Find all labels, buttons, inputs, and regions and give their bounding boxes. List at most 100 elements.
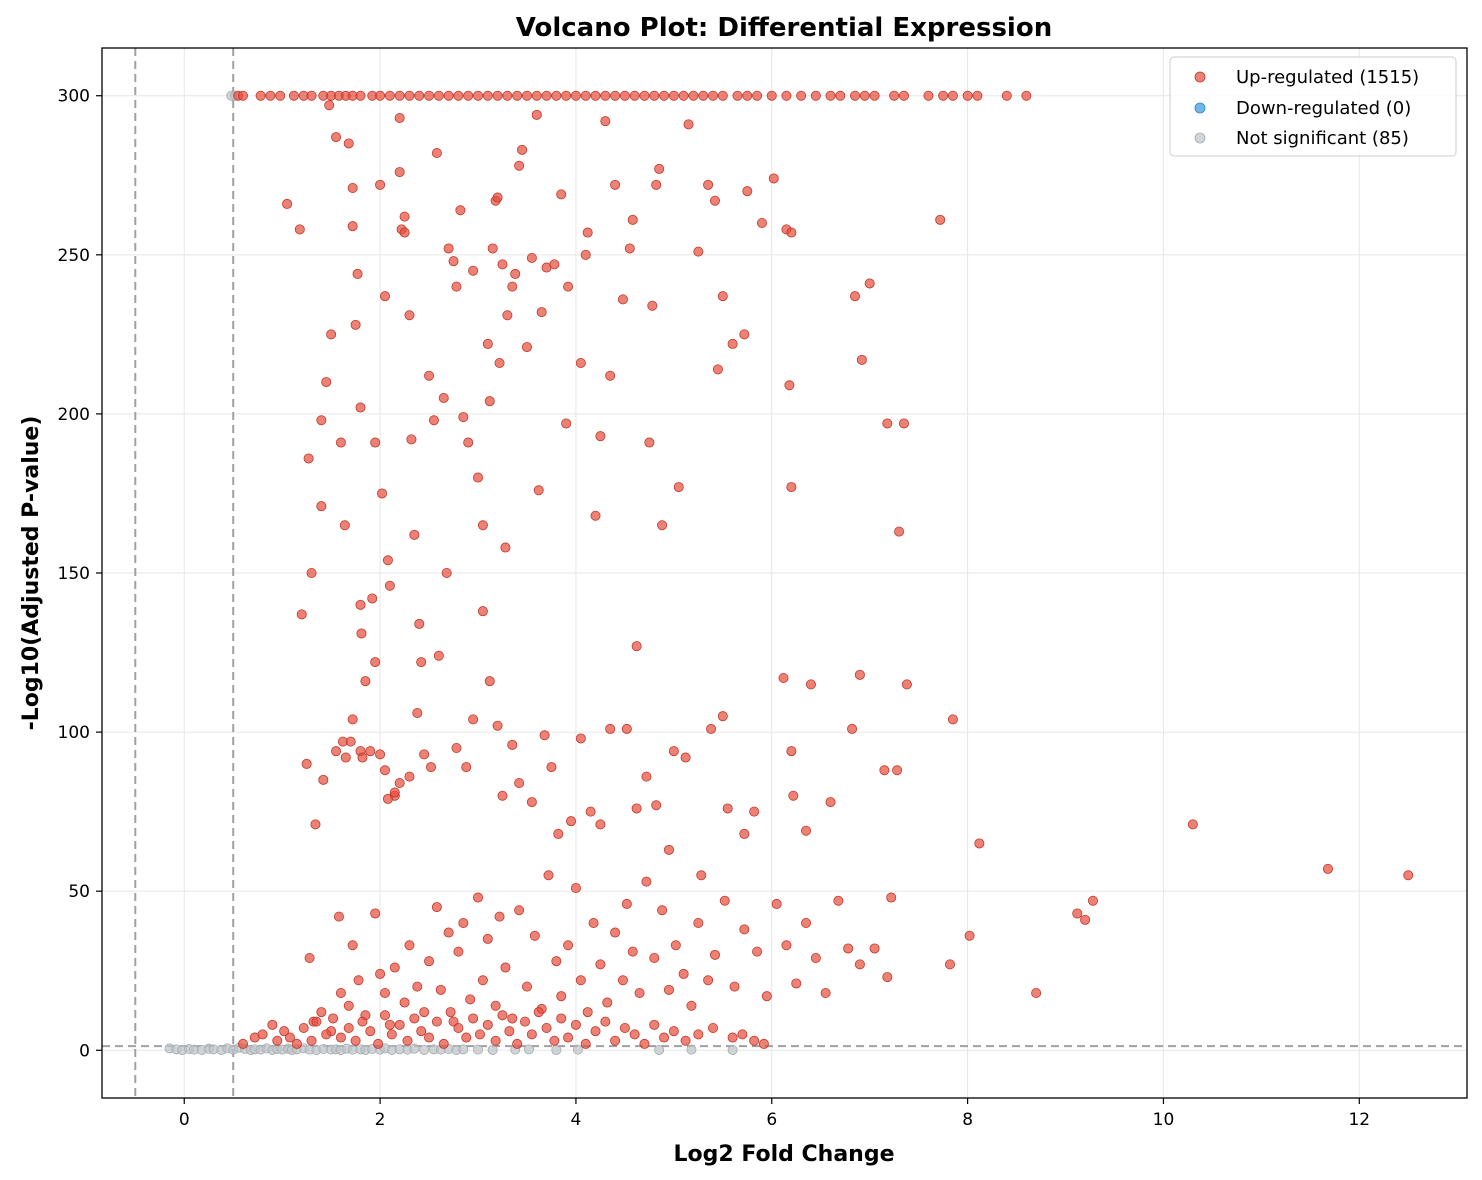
- point-up: [778, 673, 789, 684]
- point-up: [854, 669, 865, 680]
- point-up: [781, 90, 792, 101]
- point-up: [639, 1038, 650, 1049]
- x-tick-label: 12: [1348, 1110, 1370, 1130]
- point-up: [539, 730, 550, 741]
- point-up: [504, 1026, 515, 1037]
- point-up: [375, 90, 386, 101]
- point-up: [595, 959, 606, 970]
- point-up: [386, 1029, 397, 1040]
- point-up: [585, 806, 596, 817]
- point-up: [494, 911, 505, 922]
- point-up: [619, 90, 630, 101]
- point-up: [561, 418, 572, 429]
- legend-label-down: Down-regulated (0): [1236, 98, 1411, 119]
- point-up: [619, 1023, 630, 1034]
- point-up: [402, 1035, 413, 1046]
- point-up: [404, 90, 415, 101]
- point-up: [382, 555, 393, 566]
- point-up: [507, 1013, 518, 1024]
- point-up: [629, 90, 640, 101]
- point-up: [686, 1000, 697, 1011]
- point-up: [468, 714, 479, 725]
- point-up: [463, 90, 474, 101]
- point-up: [272, 1035, 283, 1046]
- point-up: [556, 189, 567, 200]
- point-up: [453, 1023, 464, 1034]
- point-up: [285, 1032, 296, 1043]
- point-up: [377, 488, 388, 499]
- point-up: [717, 90, 728, 101]
- point-up: [621, 898, 632, 909]
- point-up: [1087, 895, 1098, 906]
- point-up: [521, 981, 532, 992]
- point-up: [384, 1019, 395, 1030]
- point-up: [610, 179, 621, 190]
- x-axis-label: Log2 Fold Change: [673, 1142, 894, 1167]
- point-up: [801, 825, 812, 836]
- point-up: [536, 307, 547, 318]
- point-not-significant: [458, 1044, 469, 1055]
- point-up: [399, 211, 410, 222]
- point-up: [631, 641, 642, 652]
- x-tick-label: 10: [1153, 1110, 1175, 1130]
- point-up: [458, 412, 469, 423]
- point-up: [843, 943, 854, 954]
- point-up: [497, 259, 508, 270]
- point-up: [484, 676, 495, 687]
- point-up: [610, 1035, 621, 1046]
- point-up: [500, 962, 511, 973]
- point-up: [566, 816, 577, 827]
- point-up: [424, 956, 435, 967]
- point-up: [373, 1038, 384, 1049]
- point-up: [379, 291, 390, 302]
- point-up: [328, 1013, 339, 1024]
- point-up: [514, 160, 525, 171]
- point-up: [416, 1026, 427, 1037]
- point-up: [365, 746, 376, 757]
- point-up: [404, 310, 415, 321]
- point-up: [563, 1032, 574, 1043]
- data-points: [164, 90, 1414, 1055]
- point-up: [514, 905, 525, 916]
- point-up: [343, 138, 354, 149]
- point-up: [610, 927, 621, 938]
- point-up: [709, 949, 720, 960]
- point-up: [296, 609, 307, 620]
- point-up: [629, 1029, 640, 1040]
- point-up: [424, 370, 435, 381]
- point-up: [749, 1035, 760, 1046]
- point-up: [521, 342, 532, 353]
- point-up: [923, 90, 934, 101]
- point-up: [588, 918, 599, 929]
- point-up: [443, 90, 454, 101]
- point-up: [416, 657, 427, 668]
- point-up: [825, 90, 836, 101]
- point-up: [706, 723, 717, 734]
- point-up: [463, 437, 474, 448]
- point-up: [339, 520, 350, 531]
- point-up: [621, 723, 632, 734]
- point-up: [947, 90, 958, 101]
- point-up: [451, 281, 462, 292]
- point-up: [663, 984, 674, 995]
- point-up: [482, 90, 493, 101]
- point-up: [563, 281, 574, 292]
- point-up: [657, 905, 668, 916]
- point-up: [781, 940, 792, 951]
- point-up: [570, 1019, 581, 1030]
- point-up: [318, 774, 329, 785]
- point-up: [722, 803, 733, 814]
- point-up: [255, 90, 266, 101]
- point-up: [1001, 90, 1012, 101]
- point-up: [944, 959, 955, 970]
- point-up: [556, 991, 567, 1002]
- point-up: [306, 90, 317, 101]
- point-up: [634, 988, 645, 999]
- point-up: [497, 790, 508, 801]
- point-up: [590, 510, 601, 521]
- point-up: [294, 224, 305, 235]
- point-up: [347, 182, 358, 193]
- point-up: [627, 214, 638, 225]
- point-up: [752, 946, 763, 957]
- point-up: [533, 1007, 544, 1018]
